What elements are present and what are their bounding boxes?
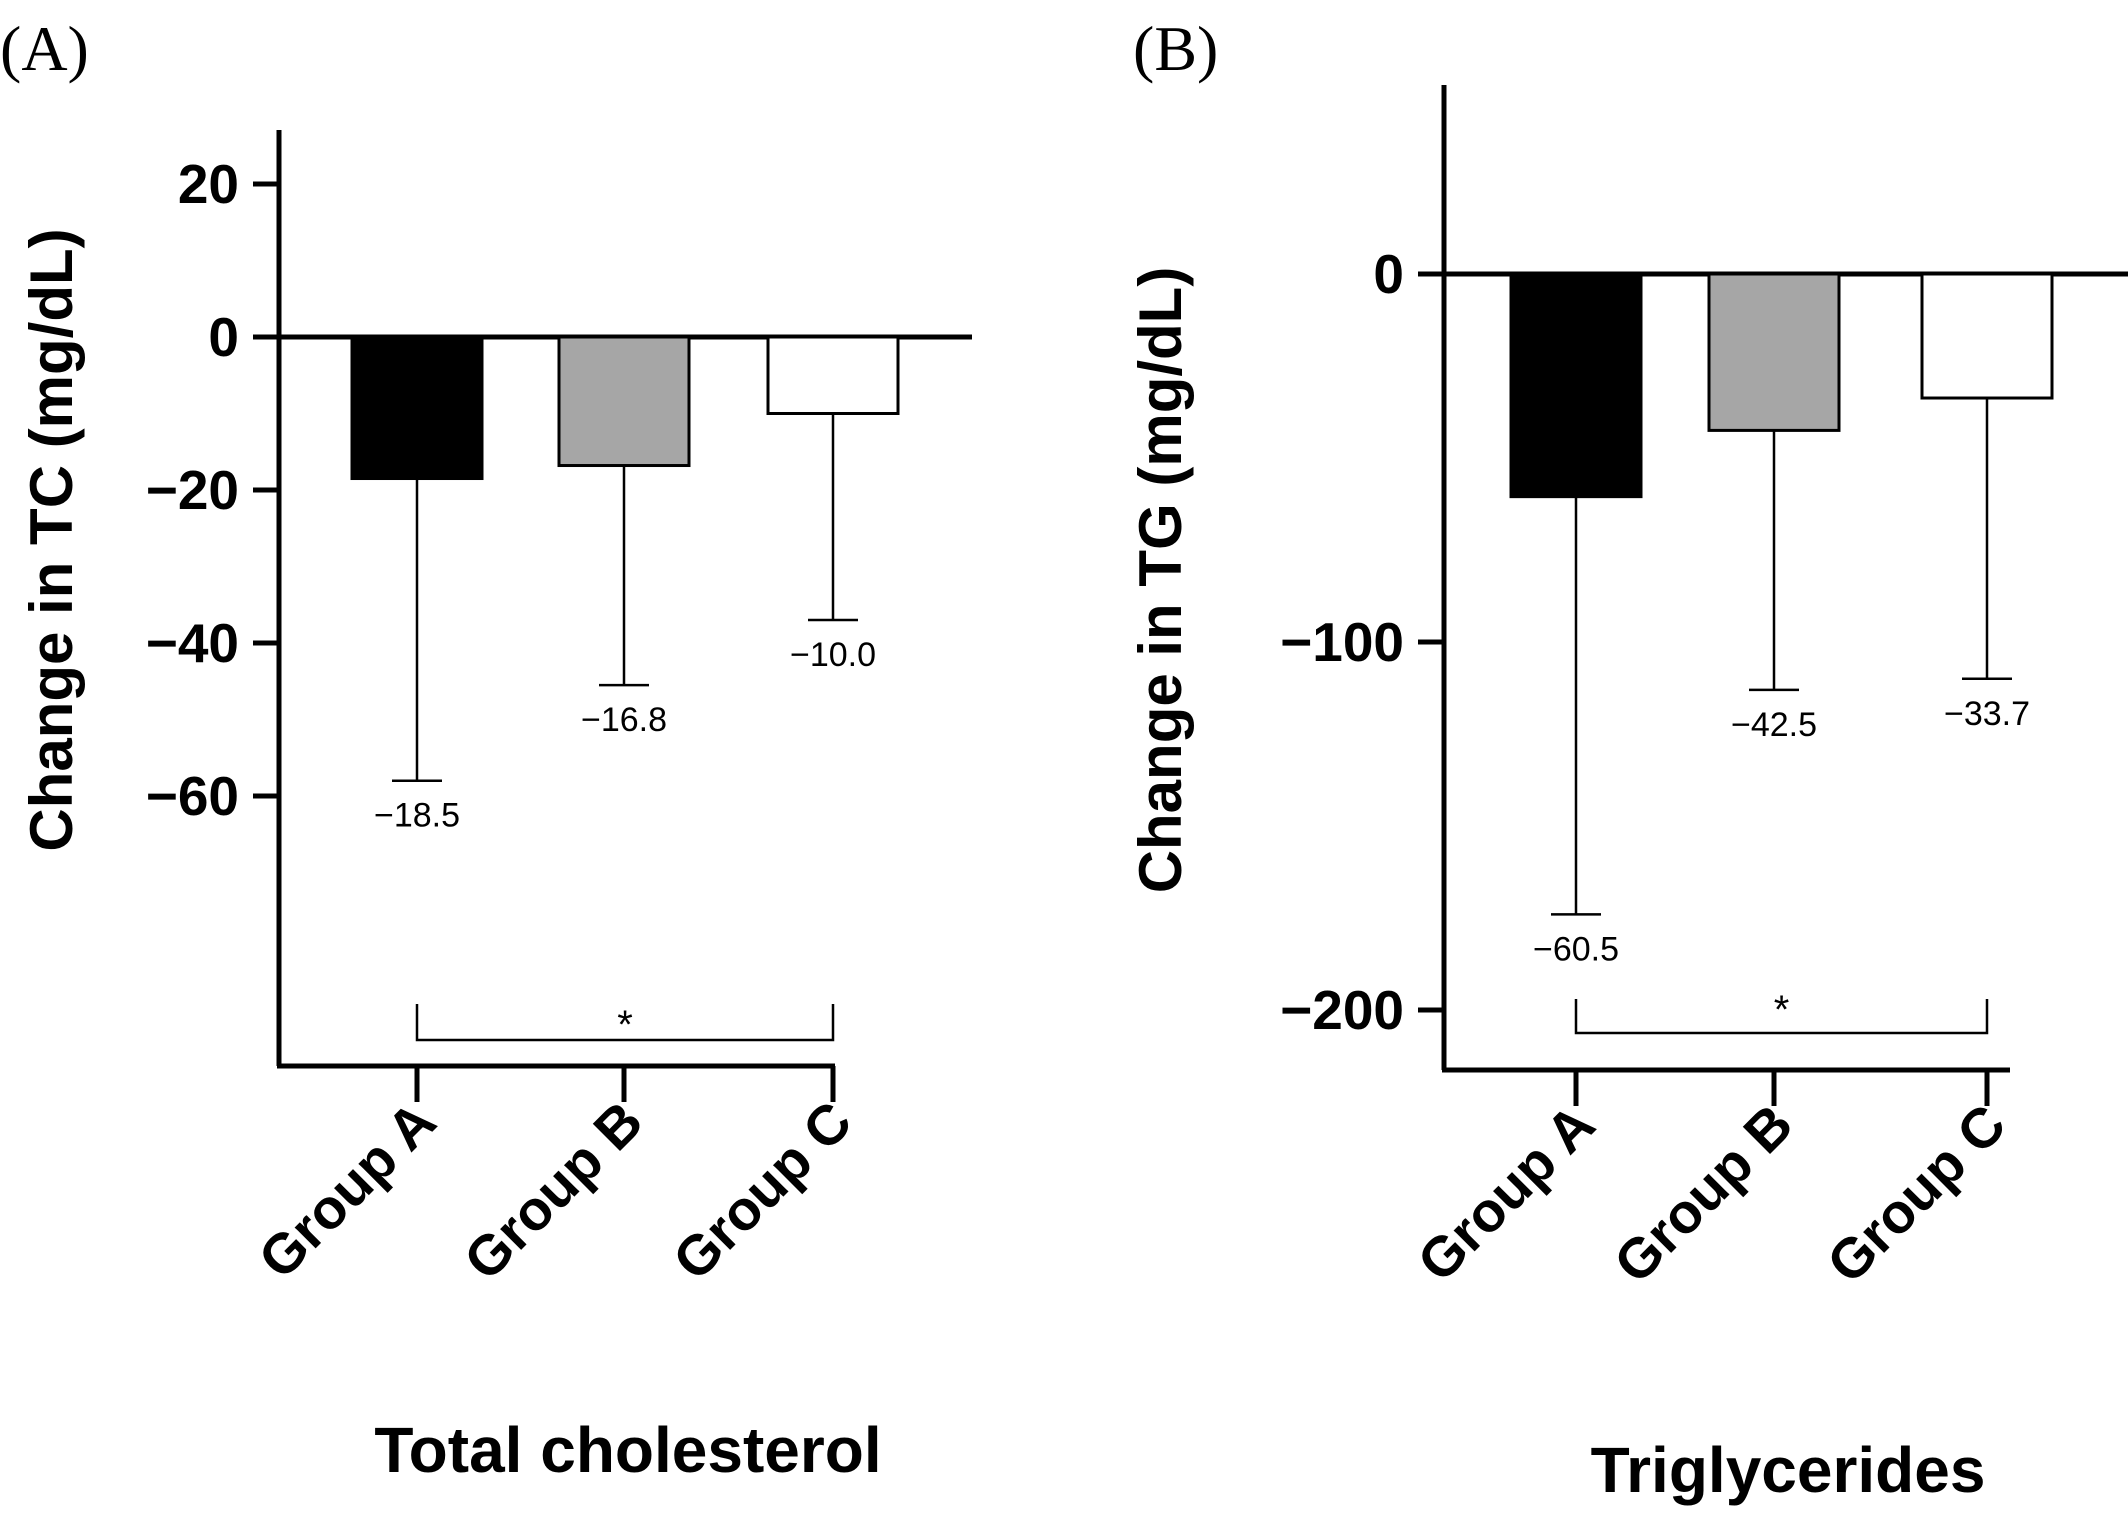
data-label: −10.0 bbox=[790, 636, 876, 674]
error-bar bbox=[1551, 496, 1601, 916]
y-ticks: 0 −100 −200 bbox=[1280, 243, 1444, 1041]
significance-bracket bbox=[1574, 999, 1989, 1035]
y-ticks: 20 0 −20 −40 −60 bbox=[146, 153, 279, 827]
y-tick-label: 0 bbox=[1373, 243, 1404, 305]
error-bar bbox=[1749, 430, 1799, 692]
y-tick: −100 bbox=[1280, 611, 1444, 673]
category-label: Group B bbox=[1602, 1092, 1805, 1295]
bar bbox=[1707, 272, 1841, 432]
y-tick-label: −40 bbox=[146, 612, 239, 674]
y-tick-label: 0 bbox=[208, 306, 239, 368]
panel-b-triglycerides: (B) Change in TG (mg/dL) 0 −100 −200 − bbox=[1127, 13, 2128, 1506]
panel-label: (B) bbox=[1133, 13, 1218, 84]
x-axis-title: Triglycerides bbox=[1591, 1434, 1986, 1506]
category-label: Group B bbox=[452, 1089, 655, 1292]
panel-a-total-cholesterol: (A) Change in TC (mg/dL) 20 0 −20 −40 bbox=[0, 13, 972, 1486]
y-tick: −40 bbox=[146, 612, 279, 674]
panel-label: (A) bbox=[0, 13, 89, 84]
category-label: Group C bbox=[1815, 1092, 2018, 1295]
category-label: Group C bbox=[661, 1089, 864, 1292]
data-label: −60.5 bbox=[1533, 930, 1619, 968]
significance-star: * bbox=[617, 1003, 633, 1047]
y-tick: −60 bbox=[146, 765, 279, 827]
y-tick-label: −100 bbox=[1280, 611, 1404, 673]
significance-bracket bbox=[415, 1004, 835, 1042]
bar-group-c: −33.7 Group C bbox=[1815, 272, 2054, 1295]
data-label: −16.8 bbox=[581, 701, 667, 739]
significance-star: * bbox=[1774, 988, 1790, 1032]
bar-group-b: −16.8 Group B bbox=[452, 335, 691, 1292]
data-label: −42.5 bbox=[1731, 706, 1817, 744]
y-tick-label: −60 bbox=[146, 765, 239, 827]
y-axis-label: Change in TC (mg/dL) bbox=[18, 228, 85, 851]
error-bar bbox=[392, 478, 442, 782]
bars: −60.5 Group A −42.5 Group B −33.7 Group … bbox=[1405, 272, 2054, 1295]
error-bar bbox=[599, 465, 649, 687]
error-bar bbox=[808, 413, 858, 622]
y-tick: −20 bbox=[146, 459, 279, 521]
y-tick-label: 20 bbox=[178, 153, 239, 215]
data-label: −33.7 bbox=[1944, 695, 2030, 733]
bar bbox=[766, 335, 900, 415]
y-tick-label: −200 bbox=[1280, 979, 1404, 1041]
bar-group-a: −60.5 Group A bbox=[1405, 272, 1643, 1293]
bar bbox=[350, 335, 484, 481]
bars: −18.5 Group A −16.8 Group B −10.0 Group … bbox=[246, 335, 900, 1292]
bar bbox=[557, 335, 691, 468]
y-tick: −200 bbox=[1280, 979, 1444, 1041]
category-label: Group A bbox=[246, 1089, 447, 1290]
y-tick: 0 bbox=[1373, 243, 1444, 305]
y-tick: 0 bbox=[208, 306, 279, 368]
y-tick: 20 bbox=[178, 153, 279, 215]
x-axis-title: Total cholesterol bbox=[374, 1414, 881, 1486]
y-tick-label: −20 bbox=[146, 459, 239, 521]
category-label: Group A bbox=[1405, 1092, 1606, 1293]
y-axis-label: Change in TG (mg/dL) bbox=[1127, 267, 1194, 894]
error-bar bbox=[1962, 398, 2012, 681]
bar bbox=[1920, 272, 2054, 400]
bar bbox=[1509, 272, 1643, 499]
data-label: −18.5 bbox=[374, 797, 460, 835]
bar-group-c: −10.0 Group C bbox=[661, 335, 900, 1292]
